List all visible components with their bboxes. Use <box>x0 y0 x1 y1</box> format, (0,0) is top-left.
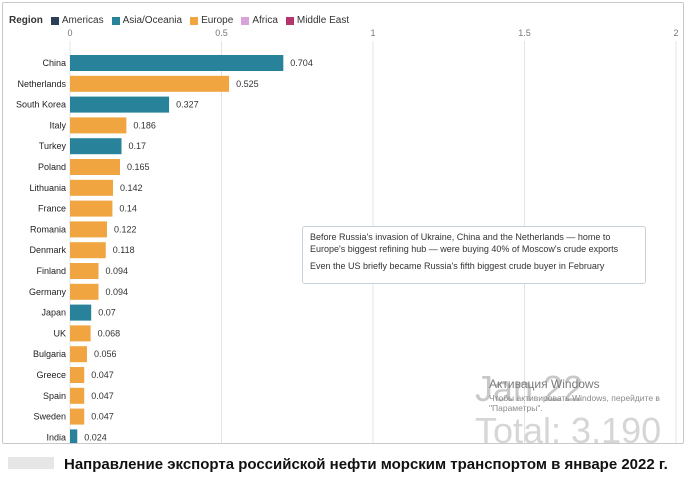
bar-japan <box>70 304 92 321</box>
value-label-turkey: 0.17 <box>129 141 147 151</box>
legend-swatch-americas <box>50 16 59 25</box>
legend-swatch-europe <box>190 16 199 25</box>
category-label-denmark: Denmark <box>29 245 66 255</box>
caption: Направление экспорта российской нефти мо… <box>0 452 686 476</box>
x-tick-label-0: 0 <box>67 28 72 38</box>
bar-chart: 0 0.5 1 1.5 2 China 0.704 Netherlands 0.525 South… <box>16 28 679 443</box>
watermark-date: Jan 22 <box>475 368 584 409</box>
legend-label-asia-oceania: Asia/Oceania <box>122 15 183 26</box>
category-label-lithuania: Lithuania <box>29 183 66 193</box>
bar-romania <box>70 221 107 238</box>
value-label-japan: 0.07 <box>98 308 116 318</box>
category-label-turkey: Turkey <box>39 141 67 151</box>
x-tick-label-3: 1.5 <box>518 28 531 38</box>
category-label-poland: Poland <box>38 162 66 172</box>
bar-south-korea <box>70 96 170 113</box>
category-label-finland: Finland <box>36 266 66 276</box>
legend-swatch-asia-oceania <box>111 16 120 25</box>
category-label-france: France <box>38 204 66 214</box>
windows-activation-text: Чтобы активировать Windows, перейдите в … <box>489 393 660 413</box>
category-label-spain: Spain <box>43 391 66 401</box>
category-label-south-korea: South Korea <box>16 100 66 110</box>
category-label-bulgaria: Bulgaria <box>33 349 66 359</box>
legend-label-europe: Europe <box>201 15 234 26</box>
annotation-text-2: Even the US briefly became Russia's fift… <box>310 261 605 271</box>
legend-item-americas[interactable]: Americas <box>50 15 104 26</box>
category-label-italy: Italy <box>49 120 66 130</box>
category-label-uk: UK <box>53 328 66 338</box>
windows-activation-line-1: Чтобы активировать Windows, перейдите в <box>489 393 660 403</box>
category-label-india: India <box>46 432 66 442</box>
legend-item-europe[interactable]: Europe <box>190 15 233 26</box>
category-label-germany: Germany <box>29 287 67 297</box>
bar-spain <box>70 387 85 404</box>
value-label-france: 0.14 <box>119 204 137 214</box>
windows-activation-line-2: "Параметры". <box>489 403 543 413</box>
value-label-greece: 0.047 <box>91 370 114 380</box>
watermark-overlay: Jan 22 Total: 3,190 Активация Windows Чт… <box>475 363 683 444</box>
bar-greece <box>70 367 85 383</box>
value-label-sweden: 0.047 <box>91 412 114 422</box>
category-label-romania: Romania <box>30 224 66 234</box>
category-label-sweden: Sweden <box>33 412 66 422</box>
x-tick-label-1: 0.5 <box>215 28 228 38</box>
legend-label-americas: Americas <box>61 15 104 26</box>
bar-germany <box>70 283 99 300</box>
legend-item-middle-east[interactable]: Middle East <box>285 15 350 26</box>
bar-india <box>70 429 78 443</box>
annotation-text-1: Before Russia's invasion of Ukraine, Chi… <box>310 232 619 254</box>
legend-item-africa[interactable]: Africa <box>241 15 278 26</box>
value-label-finland: 0.094 <box>105 266 128 276</box>
legend-label-middle-east: Middle East <box>296 15 350 26</box>
value-label-south-korea: 0.327 <box>176 100 199 110</box>
category-label-netherlands: Netherlands <box>17 79 66 89</box>
value-label-spain: 0.047 <box>91 391 114 401</box>
legend-swatch-middle-east <box>285 16 294 25</box>
legend-swatch-africa <box>241 16 250 25</box>
annotation-box: Before Russia's invasion of Ukraine, Chi… <box>302 226 646 284</box>
bar-bulgaria <box>70 346 87 363</box>
windows-activation-title: Активация Windows <box>489 377 600 391</box>
caption-marker <box>8 457 54 469</box>
bar-italy <box>70 117 127 134</box>
value-label-denmark: 0.118 <box>113 245 135 255</box>
bar-netherlands <box>70 75 230 92</box>
category-label-greece: Greece <box>36 370 66 380</box>
value-label-netherlands: 0.525 <box>236 79 259 89</box>
legend: Region Americas Asia/Oceania Europe Afri… <box>9 15 357 26</box>
value-label-india: 0.024 <box>84 432 107 442</box>
value-label-bulgaria: 0.056 <box>94 349 117 359</box>
chart-frame: Region Americas Asia/Oceania Europe Afri… <box>2 2 684 444</box>
bar-france <box>70 200 113 217</box>
bar-uk <box>70 325 91 342</box>
bar-lithuania <box>70 179 114 196</box>
watermark-total: Total: 3,190 <box>475 410 662 444</box>
bar-poland <box>70 159 120 175</box>
value-label-romania: 0.122 <box>114 224 137 234</box>
value-label-italy: 0.186 <box>133 120 156 130</box>
legend-item-asia-oceania[interactable]: Asia/Oceania <box>111 15 183 26</box>
x-tick-label-2: 1 <box>370 28 375 38</box>
legend-label-africa: Africa <box>252 15 278 26</box>
category-label-japan: Japan <box>41 308 66 318</box>
bar-turkey <box>70 138 122 155</box>
value-label-germany: 0.094 <box>105 287 128 297</box>
value-label-china: 0.704 <box>290 58 313 68</box>
value-label-uk: 0.068 <box>98 328 121 338</box>
x-tick-label-4: 2 <box>673 28 678 38</box>
value-label-poland: 0.165 <box>127 162 150 172</box>
category-label-china: China <box>42 58 66 68</box>
bar-china <box>70 55 284 71</box>
bar-finland <box>70 263 99 279</box>
caption-text: Направление экспорта российской нефти мо… <box>64 456 668 473</box>
bar-denmark <box>70 242 106 259</box>
value-label-lithuania: 0.142 <box>120 183 143 193</box>
legend-title: Region <box>9 15 43 26</box>
bar-sweden <box>70 408 85 425</box>
